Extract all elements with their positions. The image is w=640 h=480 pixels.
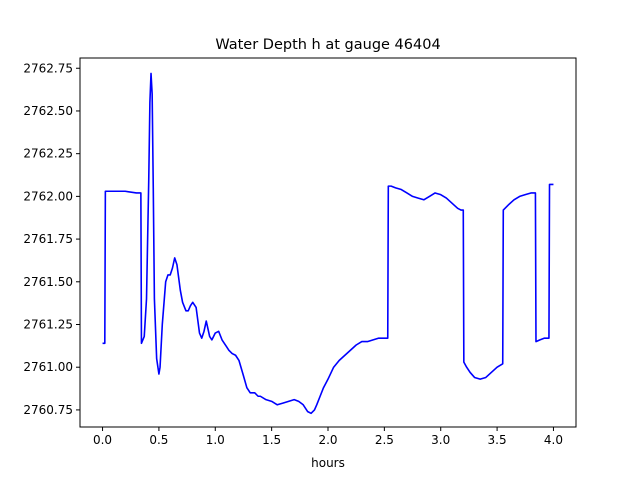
x-tick-label: 3.0 xyxy=(431,433,450,447)
x-tick-label: 3.5 xyxy=(488,433,507,447)
y-tick-label: 2762.75 xyxy=(23,61,73,75)
chart-title: Water Depth h at gauge 46404 xyxy=(215,37,440,53)
y-tick-label: 2762.50 xyxy=(23,104,73,118)
y-tick-label: 2760.75 xyxy=(23,403,73,417)
x-axis-ticks: 0.0 0.5 1.0 1.5 2.0 2.5 3.0 3.5 4.0 xyxy=(93,427,563,447)
y-tick-label: 2761.75 xyxy=(23,232,73,246)
series-line-0 xyxy=(102,72,554,415)
x-tick-label: 4.0 xyxy=(544,433,563,447)
x-tick-label: 0.5 xyxy=(149,433,168,447)
y-axis-ticks: 2760.75 2761.00 2761.25 2761.50 2761.75 2762.… xyxy=(23,61,80,417)
x-tick-label: 1.0 xyxy=(206,433,225,447)
x-tick-label: 0.0 xyxy=(93,433,112,447)
x-axis-label: hours xyxy=(311,456,345,470)
y-tick-label: 2761.25 xyxy=(23,318,73,332)
x-tick-label: 2.0 xyxy=(318,433,337,447)
x-tick-label: 1.5 xyxy=(262,433,281,447)
y-tick-label: 2761.50 xyxy=(23,275,73,289)
plot-area xyxy=(102,72,554,415)
x-tick-label: 2.5 xyxy=(375,433,394,447)
y-tick-label: 2762.25 xyxy=(23,147,73,161)
axes-frame xyxy=(79,57,577,428)
y-tick-label: 2762.00 xyxy=(23,189,73,203)
y-tick-label: 2761.00 xyxy=(23,360,73,374)
